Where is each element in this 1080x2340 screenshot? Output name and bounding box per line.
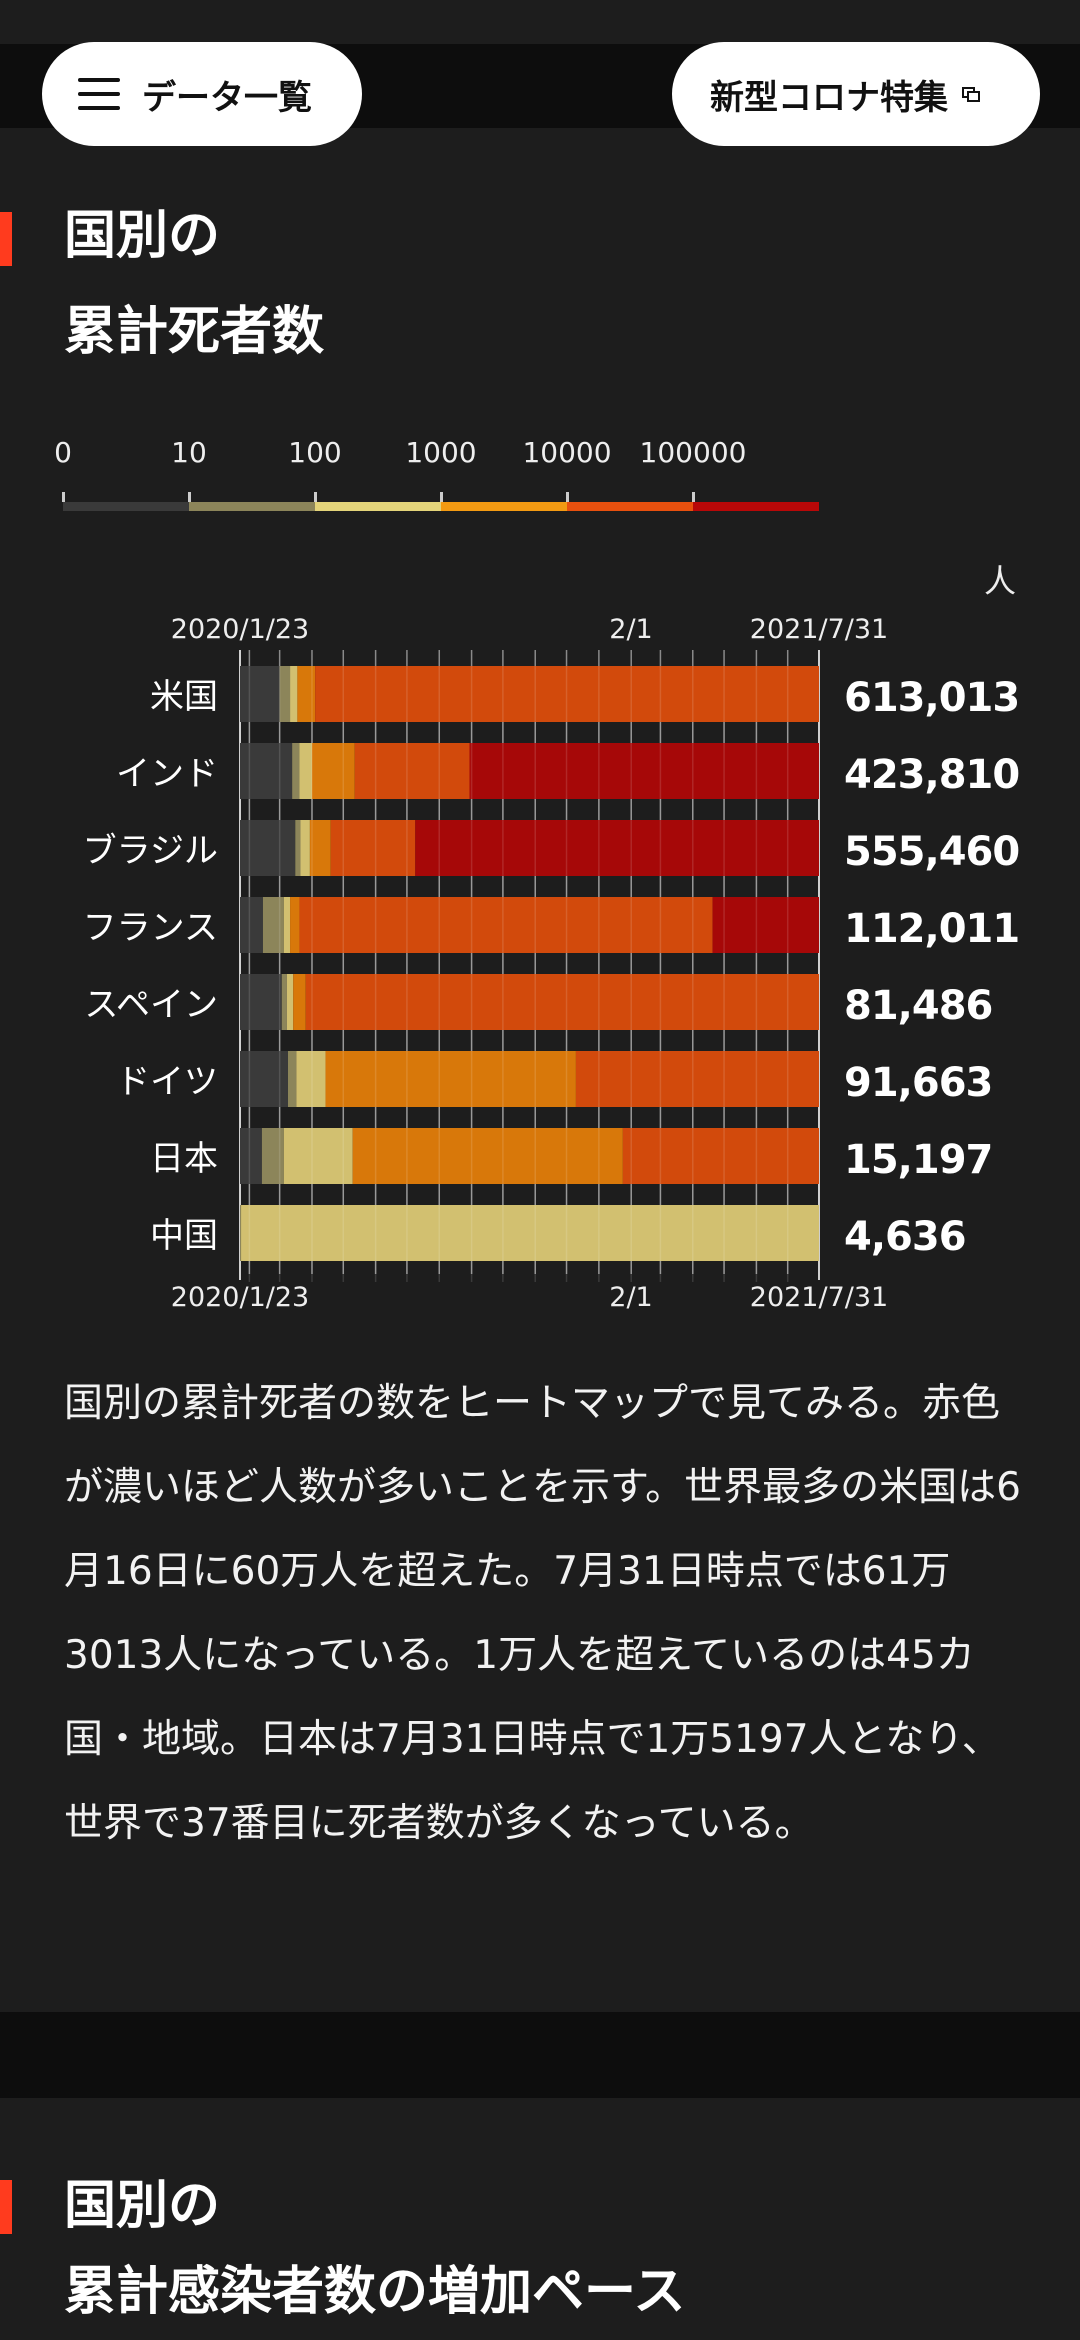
legend-label-1000: 1000 [405, 436, 477, 469]
heat-cell [415, 820, 819, 876]
heat-cell [293, 974, 306, 1030]
heat-cell [287, 1051, 297, 1107]
heat-cell [330, 820, 416, 876]
heat-cell [290, 897, 300, 953]
heat-cell [240, 820, 296, 876]
heat-cell [325, 1051, 576, 1107]
covid-special-label: 新型コロナ特集 [710, 77, 948, 118]
country-label: ブラジル [82, 831, 218, 871]
legend-swatch-100 [315, 502, 441, 511]
heat-cell [283, 897, 291, 953]
hamburger-icon [78, 78, 120, 110]
section2-title-line1: 国別の [64, 2176, 221, 2236]
country-label: スペイン [84, 985, 218, 1025]
heat-cell [352, 1128, 623, 1184]
heat-cell [575, 1051, 819, 1107]
heat-cell [309, 820, 331, 876]
heat-cell [292, 743, 300, 799]
legend-tick [188, 492, 191, 502]
heat-cell [315, 666, 819, 722]
heat-cell [281, 974, 287, 1030]
heat-cell [469, 743, 819, 799]
section2-title-line2: 累計感染者数の増加ペース [64, 2262, 686, 2322]
heat-cell [286, 974, 294, 1030]
heat-cell [279, 666, 291, 722]
heat-cell [240, 974, 282, 1030]
section-separator [0, 2012, 1080, 2098]
heat-cell [241, 1205, 820, 1261]
status-strip [0, 0, 1080, 44]
legend-label-0: 0 [54, 436, 72, 469]
heat-cell [261, 1128, 284, 1184]
legend-tick [692, 492, 695, 502]
heat-cell [299, 743, 312, 799]
date-label-mid-top: 2/1 [609, 614, 653, 645]
section-accent-bar [0, 212, 12, 266]
legend-swatch-100000 [693, 502, 819, 511]
country-label: 日本 [150, 1139, 218, 1179]
legend-label-10000: 10000 [522, 436, 612, 469]
heat-cell [712, 897, 819, 953]
country-label: 中国 [150, 1216, 218, 1256]
death-total: 91,663 [844, 1060, 993, 1106]
date-label-start-bottom: 2020/1/23 [170, 1282, 310, 1313]
legend-swatch-1000 [441, 502, 567, 511]
death-total: 555,460 [844, 829, 1020, 875]
death-total: 81,486 [844, 983, 993, 1029]
legend-tick [62, 492, 65, 502]
covid-special-link[interactable]: 新型コロナ特集 [672, 42, 1040, 146]
legend-tick [314, 492, 317, 502]
date-label-start-top: 2020/1/23 [170, 614, 310, 645]
section-title-line1: 国別の [64, 206, 221, 266]
heat-cell [295, 820, 301, 876]
death-total: 15,197 [844, 1137, 993, 1183]
country-label: フランス [82, 908, 218, 948]
heat-cell [305, 974, 819, 1030]
heat-cell [240, 1051, 288, 1107]
country-label: 米国 [150, 677, 218, 717]
heat-cell [262, 897, 284, 953]
heat-cell [240, 743, 293, 799]
heat-cell [300, 820, 310, 876]
heat-cell [240, 666, 280, 722]
legend-label-100: 100 [288, 436, 342, 469]
data-list-menu-label: データ一覧 [142, 77, 312, 118]
legend-label-10: 10 [171, 436, 207, 469]
section-accent-bar [0, 2180, 12, 2234]
legend-tick [440, 492, 443, 502]
unit-label: 人 [984, 562, 1017, 600]
heat-cell [296, 1051, 326, 1107]
heat-cell [299, 897, 713, 953]
heat-cell [240, 1205, 242, 1261]
country-label: ドイツ [116, 1062, 218, 1102]
date-label-end-bottom: 2021/7/31 [749, 1282, 889, 1313]
country-label: インド [116, 754, 218, 794]
legend-swatch-0 [63, 502, 189, 511]
date-label-end-top: 2021/7/31 [749, 614, 889, 645]
death-total: 423,810 [844, 752, 1020, 798]
chart-description: 国別の累計死者の数をヒートマップで見てみる。赤色が濃いほど人数が多いことを示す。… [64, 1381, 1021, 1846]
death-total: 112,011 [844, 906, 1020, 952]
heat-cell [290, 666, 298, 722]
heat-cell [283, 1128, 353, 1184]
heat-cell [240, 1128, 262, 1184]
death-total: 613,013 [844, 675, 1020, 721]
legend-swatch-10 [189, 502, 315, 511]
heat-cell [240, 897, 263, 953]
death-total: 4,636 [844, 1214, 967, 1260]
legend-label-100000: 100000 [639, 436, 747, 469]
section-title-line2: 累計死者数 [64, 302, 325, 362]
data-list-menu-button[interactable]: データ一覧 [42, 42, 362, 146]
legend-tick [566, 492, 569, 502]
heat-cell [622, 1128, 819, 1184]
legend-swatch-10000 [567, 502, 693, 511]
external-window-icon [962, 87, 980, 102]
heat-cell [297, 666, 316, 722]
heat-cell [311, 743, 355, 799]
heat-cell [354, 743, 470, 799]
date-label-mid-bottom: 2/1 [609, 1282, 653, 1313]
